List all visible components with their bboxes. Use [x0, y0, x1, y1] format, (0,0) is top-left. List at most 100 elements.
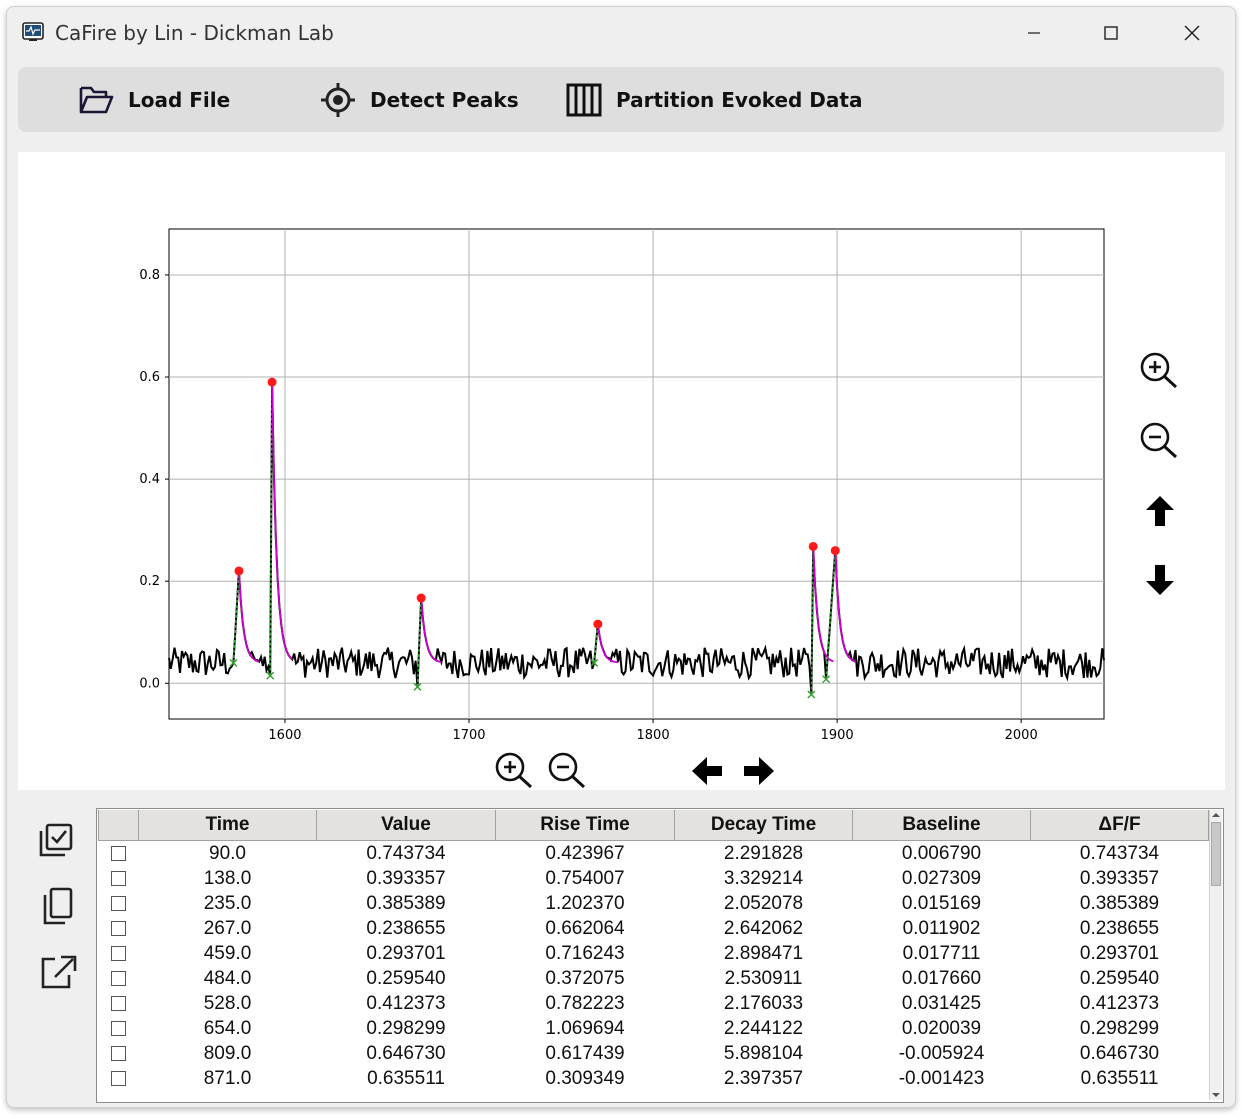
header-value[interactable]: Value — [316, 810, 496, 841]
table-cell[interactable]: 1.069694 — [545, 1017, 625, 1039]
row-checkbox[interactable] — [111, 1070, 126, 1086]
close-button[interactable] — [1170, 15, 1214, 51]
table-cell[interactable]: 0.293701 — [1079, 942, 1160, 964]
table-row[interactable]: 90.0 0.743734 0.423967 2.291828 0.006790 0.74… — [99, 841, 1209, 867]
row-checkbox[interactable] — [111, 945, 126, 961]
table-row[interactable]: 267.0 0.238655 0.662064 2.642062 0.011902 0.2… — [99, 916, 1209, 941]
row-checkbox-cell[interactable] — [99, 891, 139, 916]
zoom-out-x-button[interactable] — [545, 749, 589, 789]
table-cell[interactable]: 0.017711 — [902, 942, 981, 964]
row-checkbox[interactable] — [111, 920, 126, 936]
table-cell[interactable]: 0.017660 — [901, 967, 982, 989]
row-checkbox-cell[interactable] — [99, 941, 139, 966]
header-time[interactable]: Time — [138, 810, 317, 841]
table-cell[interactable]: 0.393357 — [1079, 867, 1160, 889]
zoom-out-y-button[interactable] — [1137, 419, 1181, 459]
table-cell[interactable]: 0.385389 — [366, 892, 446, 914]
table-cell[interactable]: 0.412373 — [1079, 992, 1160, 1014]
table-cell[interactable]: 0.754007 — [545, 867, 625, 889]
table-cell[interactable]: 2.052078 — [723, 892, 804, 914]
table-cell[interactable]: 235.0 — [203, 892, 252, 914]
table-cell[interactable]: 654.0 — [203, 1017, 252, 1039]
move-right-button[interactable] — [742, 755, 776, 787]
header-rise-time[interactable]: Rise Time — [495, 810, 675, 841]
export-button[interactable] — [37, 951, 81, 995]
table-row[interactable]: 654.0 0.298299 1.069694 2.244122 0.020039 0.2… — [99, 1016, 1209, 1041]
table-cell[interactable]: 0.293701 — [366, 942, 446, 964]
scroll-down-icon[interactable] — [1210, 1090, 1222, 1100]
table-cell[interactable]: 0.412373 — [366, 992, 446, 1014]
table-cell[interactable]: 0.662064 — [545, 917, 625, 939]
table-row[interactable]: 484.0 0.259540 0.372075 2.530911 0.017660 0.2… — [99, 966, 1209, 991]
row-checkbox[interactable] — [111, 870, 126, 886]
table-cell[interactable]: 0.646730 — [1079, 1042, 1160, 1064]
detect-peaks-button[interactable]: Detect Peaks — [320, 81, 519, 119]
table-cell[interactable]: 3.329214 — [723, 867, 804, 889]
table-row[interactable]: 459.0 0.293701 0.716243 2.898471 0.017711 0.2… — [99, 941, 1209, 966]
table-cell[interactable]: 138.0 — [203, 867, 252, 889]
row-checkbox-cell[interactable] — [99, 916, 139, 941]
table-cell[interactable]: 0.743734 — [366, 842, 446, 864]
table-cell[interactable]: 2.244122 — [723, 1017, 804, 1039]
table-cell[interactable]: 0.423967 — [545, 842, 625, 864]
row-checkbox[interactable] — [111, 895, 126, 911]
table-cell[interactable]: 871.0 — [203, 1067, 252, 1089]
zoom-in-y-button[interactable] — [1137, 349, 1181, 389]
table-cell[interactable]: 0.372075 — [545, 967, 625, 989]
table-cell[interactable]: 0.020039 — [901, 1017, 982, 1039]
table-cell[interactable]: 0.027309 — [901, 867, 982, 889]
table-cell[interactable]: 0.298299 — [366, 1017, 446, 1039]
table-row[interactable]: 809.0 0.646730 0.617439 5.898104 -0.005924 0.… — [99, 1041, 1209, 1066]
row-checkbox-cell[interactable] — [99, 1066, 139, 1091]
table-cell[interactable]: 90.0 — [209, 842, 246, 864]
table-cell[interactable]: 0.031425 — [901, 992, 982, 1014]
copy-button[interactable] — [37, 885, 81, 929]
table-cell[interactable]: 0.298299 — [1079, 1017, 1160, 1039]
table-cell[interactable]: 809.0 — [203, 1042, 252, 1064]
zoom-in-x-button[interactable] — [492, 749, 536, 789]
header-decay-time[interactable]: Decay Time — [674, 810, 853, 841]
row-checkbox-cell[interactable] — [99, 841, 139, 867]
move-left-button[interactable] — [690, 755, 724, 787]
row-checkbox[interactable] — [111, 995, 126, 1011]
table-row[interactable]: 138.0 0.393357 0.754007 3.329214 0.027309 0.3… — [99, 866, 1209, 891]
table-cell[interactable]: 528.0 — [203, 992, 252, 1014]
table-cell[interactable]: 2.291828 — [723, 842, 804, 864]
table-cell[interactable]: 0.635511 — [367, 1067, 445, 1089]
select-all-button[interactable] — [37, 819, 81, 863]
header-df-f[interactable]: ΔF/F — [1030, 810, 1209, 841]
table-cell[interactable]: 0.385389 — [1079, 892, 1160, 914]
table-cell[interactable]: 0.716243 — [545, 942, 625, 964]
scroll-up-icon[interactable] — [1210, 810, 1222, 820]
table-cell[interactable]: -0.005924 — [898, 1042, 985, 1064]
table-cell[interactable]: 0.782223 — [545, 992, 625, 1014]
table-cell[interactable]: 2.642062 — [723, 917, 804, 939]
scrollbar-thumb[interactable] — [1211, 822, 1221, 886]
table-cell[interactable]: 2.397357 — [723, 1067, 804, 1089]
table-cell[interactable]: 267.0 — [203, 917, 252, 939]
table-cell[interactable]: 0.011902 — [902, 917, 981, 939]
table-row[interactable]: 235.0 0.385389 1.202370 2.052078 0.015169 0.3… — [99, 891, 1209, 916]
partition-evoked-data-button[interactable]: Partition Evoked Data — [566, 81, 862, 119]
table-cell[interactable]: 0.259540 — [366, 967, 446, 989]
header-select[interactable] — [98, 810, 139, 841]
minimize-button[interactable] — [1012, 15, 1056, 51]
trace-chart[interactable]: 1600 1700 1800 1900 2000 0.0 0.2 0.4 0.6 0.8 — [18, 152, 1225, 790]
table-cell[interactable]: 0.743734 — [1079, 842, 1160, 864]
table-cell[interactable]: 0.259540 — [1079, 967, 1160, 989]
row-checkbox-cell[interactable] — [99, 1016, 139, 1041]
table-cell[interactable]: 2.176033 — [723, 992, 804, 1014]
table-cell[interactable]: 0.309349 — [545, 1067, 625, 1089]
table-cell[interactable]: 0.015169 — [901, 892, 982, 914]
table-cell[interactable]: 0.238655 — [366, 917, 446, 939]
table-cell[interactable]: 484.0 — [203, 967, 252, 989]
table-scrollbar[interactable] — [1209, 810, 1222, 1100]
table-row[interactable]: 871.0 0.635511 0.309349 2.397357 -0.001423 0.… — [99, 1066, 1209, 1091]
table-cell[interactable]: 2.530911 — [724, 967, 803, 989]
table-cell[interactable]: 0.635511 — [1080, 1067, 1159, 1089]
move-down-button[interactable] — [1144, 563, 1176, 597]
row-checkbox-cell[interactable] — [99, 1041, 139, 1066]
row-checkbox-cell[interactable] — [99, 991, 139, 1016]
move-up-button[interactable] — [1144, 494, 1176, 528]
table-cell[interactable]: 0.617439 — [545, 1042, 625, 1064]
